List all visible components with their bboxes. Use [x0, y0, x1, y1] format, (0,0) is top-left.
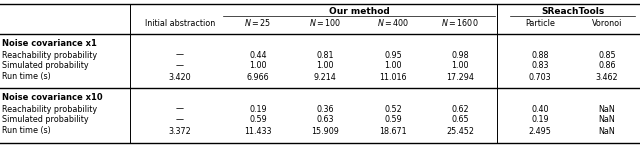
Text: SReachTools: SReachTools [542, 6, 605, 15]
Text: 1.00: 1.00 [451, 61, 468, 71]
Text: $N = 1600$: $N = 1600$ [441, 17, 479, 29]
Text: 0.703: 0.703 [529, 72, 551, 81]
Text: 0.81: 0.81 [316, 51, 333, 60]
Text: Simulated probability: Simulated probability [2, 116, 88, 125]
Text: 0.52: 0.52 [384, 105, 402, 113]
Text: Noise covariance x1: Noise covariance x1 [2, 40, 97, 49]
Text: 0.36: 0.36 [316, 105, 333, 113]
Text: Initial abstraction: Initial abstraction [145, 19, 215, 27]
Text: 0.88: 0.88 [531, 51, 548, 60]
Text: 0.86: 0.86 [598, 61, 616, 71]
Text: 3.462: 3.462 [596, 72, 618, 81]
Text: —: — [176, 105, 184, 113]
Text: 3.372: 3.372 [168, 127, 191, 136]
Text: —: — [176, 51, 184, 60]
Text: 0.62: 0.62 [451, 105, 469, 113]
Text: Simulated probability: Simulated probability [2, 61, 88, 71]
Text: Noise covariance x10: Noise covariance x10 [2, 93, 102, 102]
Text: Reachability probability: Reachability probability [2, 51, 97, 60]
Text: 9.214: 9.214 [314, 72, 337, 81]
Text: 0.65: 0.65 [451, 116, 469, 125]
Text: 0.40: 0.40 [531, 105, 548, 113]
Text: 1.00: 1.00 [384, 61, 402, 71]
Text: Run time (s): Run time (s) [2, 127, 51, 136]
Text: 0.83: 0.83 [531, 61, 548, 71]
Text: 0.19: 0.19 [249, 105, 267, 113]
Text: —: — [176, 116, 184, 125]
Text: 0.98: 0.98 [451, 51, 469, 60]
Text: Particle: Particle [525, 19, 555, 27]
Text: $N = 400$: $N = 400$ [377, 17, 409, 29]
Text: 15.909: 15.909 [311, 127, 339, 136]
Text: 0.95: 0.95 [384, 51, 402, 60]
Text: NaN: NaN [598, 116, 616, 125]
Text: 0.44: 0.44 [249, 51, 267, 60]
Text: $N = 100$: $N = 100$ [308, 17, 341, 29]
Text: Run time (s): Run time (s) [2, 72, 51, 81]
Text: 1.00: 1.00 [249, 61, 267, 71]
Text: 0.59: 0.59 [384, 116, 402, 125]
Text: NaN: NaN [598, 127, 616, 136]
Text: NaN: NaN [598, 105, 616, 113]
Text: 11.016: 11.016 [380, 72, 407, 81]
Text: 1.00: 1.00 [316, 61, 333, 71]
Text: 0.85: 0.85 [598, 51, 616, 60]
Text: Voronoi: Voronoi [592, 19, 622, 27]
Text: 11.433: 11.433 [244, 127, 272, 136]
Text: Reachability probability: Reachability probability [2, 105, 97, 113]
Text: 6.966: 6.966 [246, 72, 269, 81]
Text: $N = 25$: $N = 25$ [244, 17, 271, 29]
Text: 0.63: 0.63 [316, 116, 333, 125]
Text: 0.59: 0.59 [249, 116, 267, 125]
Text: 25.452: 25.452 [446, 127, 474, 136]
Text: —: — [176, 61, 184, 71]
Text: 3.420: 3.420 [169, 72, 191, 81]
Text: 2.495: 2.495 [529, 127, 552, 136]
Text: Our method: Our method [328, 6, 389, 15]
Text: 0.19: 0.19 [531, 116, 549, 125]
Text: 17.294: 17.294 [446, 72, 474, 81]
Text: 18.671: 18.671 [379, 127, 407, 136]
